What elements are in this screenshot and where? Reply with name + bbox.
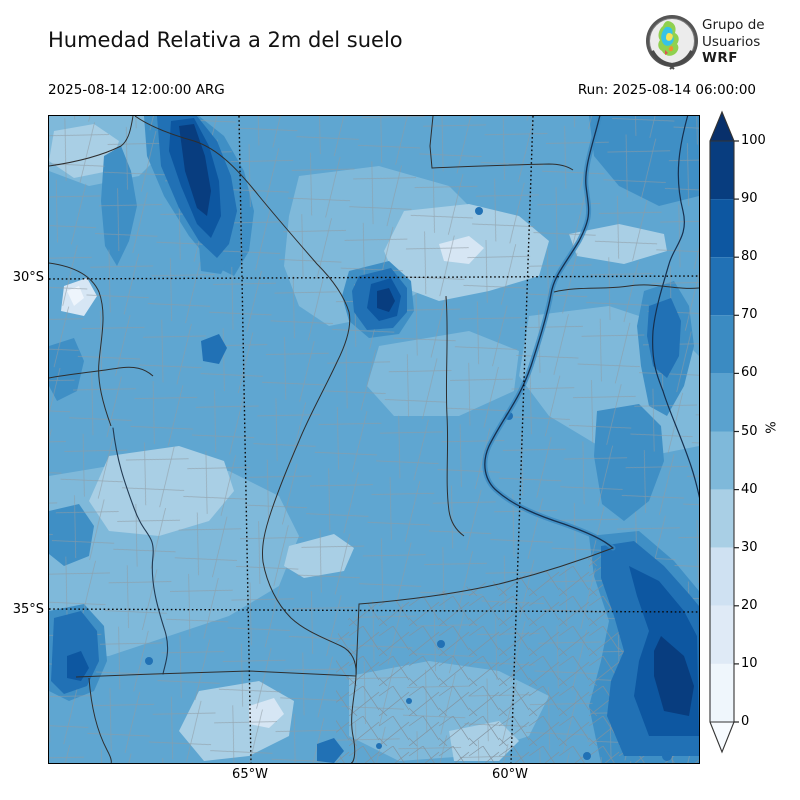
humidity-map (48, 115, 700, 764)
parana-river (484, 116, 614, 549)
humidity-map-canvas (49, 116, 699, 763)
globe-icon (646, 15, 698, 70)
colorbar-tick-60: 60 (741, 365, 758, 380)
west-river (112, 427, 169, 675)
colorbar-tick-10: 10 (741, 656, 758, 671)
colorbar-unit-label: % (761, 421, 777, 434)
gridline-60w (510, 116, 534, 763)
colorbar-under-arrow (710, 722, 734, 752)
page-title: Humedad Relativa a 2m del suelo (48, 28, 403, 52)
valid-time-label: 2025-08-14 12:00:00 ARG (48, 82, 225, 98)
colorbar-tick-90: 90 (741, 191, 758, 206)
colorbar-tick-100: 100 (741, 133, 766, 148)
colorbar-tick-20: 20 (741, 598, 758, 613)
colorbar-tick-50: 50 (741, 424, 758, 439)
lon-label-65w: 65°W (232, 767, 268, 782)
run-time-label: Run: 2025-08-14 06:00:00 (577, 82, 756, 98)
colorbar-tick-0: 0 (741, 714, 750, 729)
wrf-logo (644, 13, 700, 71)
colorbar (709, 110, 739, 754)
logo-line-1: Grupo de (702, 17, 765, 33)
logo-text: Grupo de Usuarios WRF (702, 17, 765, 67)
logo-line-2: Usuarios (702, 33, 761, 50)
lat-label-35s: 35°S (12, 602, 44, 617)
colorbar-tick-30: 30 (741, 540, 758, 555)
colorbar-tick-80: 80 (741, 249, 758, 264)
colorbar-tick-70: 70 (741, 307, 758, 322)
uruguay-river (652, 116, 699, 499)
colorbar-over-arrow (710, 112, 734, 141)
lat-label-30s: 30°S (12, 270, 44, 285)
logo-line-3: WRF (702, 50, 739, 66)
lon-label-60w: 60°W (492, 767, 528, 782)
gridline-65w (238, 116, 252, 763)
colorbar-tick-40: 40 (741, 482, 758, 497)
